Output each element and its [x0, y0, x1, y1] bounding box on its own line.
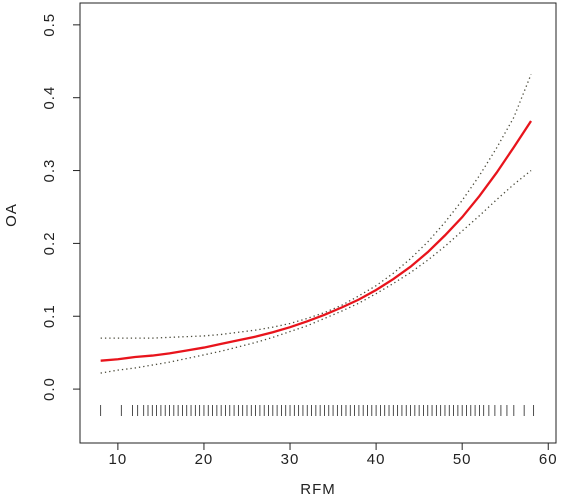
y-tick-label: 0.4: [41, 86, 58, 110]
x-axis-label: RFM: [300, 481, 336, 498]
x-tick-label: 50: [453, 451, 472, 468]
x-tick-label: 20: [195, 451, 214, 468]
x-tick-label: 10: [109, 451, 128, 468]
y-axis-label: OA: [3, 203, 20, 227]
x-tick-label: 30: [281, 451, 300, 468]
confidence-line: [100, 74, 532, 339]
y-tick-label: 0.1: [41, 304, 58, 328]
y-tick-label: 0.3: [41, 159, 58, 183]
confidence-line: [100, 170, 532, 374]
plot-frame: [79, 2, 557, 444]
y-tick-label: 0.0: [41, 377, 58, 401]
y-tick-label: 0.2: [41, 231, 58, 255]
x-tick-label: 40: [367, 451, 386, 468]
x-tick-label: 60: [539, 451, 558, 468]
y-tick-label: 0.5: [41, 13, 58, 37]
fit-line: [100, 120, 532, 362]
